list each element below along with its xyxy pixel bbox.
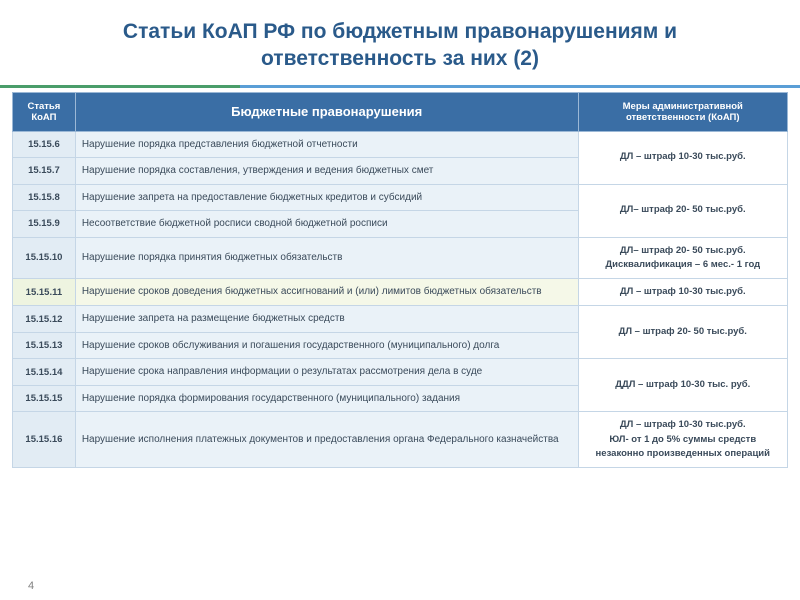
column-header-article: Статья КоАП bbox=[13, 92, 76, 131]
measure-line: Дисквалификация – 6 мес.- 1 год bbox=[605, 259, 760, 270]
measure-line: ДЛ – штраф 20- 50 тыс.руб. bbox=[619, 326, 747, 337]
cell-article: 15.15.6 bbox=[13, 131, 76, 158]
violations-table: Статья КоАП Бюджетные правонарушения Мер… bbox=[12, 92, 788, 469]
slide-number: 4 bbox=[28, 580, 34, 592]
cell-article: 15.15.12 bbox=[13, 306, 76, 333]
column-header-measure: Меры административной ответственности (К… bbox=[578, 92, 787, 131]
cell-measure: ДЛ– штраф 20- 50 тыс.руб. Дисквалификация… bbox=[578, 237, 787, 279]
measure-line: ДЛ – штраф 10-30 тыс.руб. bbox=[620, 151, 746, 162]
cell-violation: Нарушение запрета на размещение бюджетны… bbox=[75, 306, 578, 333]
cell-article: 15.15.8 bbox=[13, 184, 76, 211]
cell-violation: Нарушение порядка составления, утвержден… bbox=[75, 158, 578, 185]
cell-measure: ДЛ – штраф 10-30 тыс.руб. bbox=[578, 131, 787, 184]
cell-violation: Нарушение сроков доведения бюджетных асс… bbox=[75, 279, 578, 306]
cell-violation: Нарушение порядка представления бюджетно… bbox=[75, 131, 578, 158]
cell-article: 15.15.11 bbox=[13, 279, 76, 306]
cell-violation: Нарушение сроков обслуживания и погашени… bbox=[75, 332, 578, 359]
cell-violation: Нарушение порядка формирования государст… bbox=[75, 385, 578, 412]
measure-line: ДДЛ – штраф 10-30 тыс. руб. bbox=[615, 379, 750, 390]
cell-measure: ДЛ – штраф 10-30 тыс.руб. bbox=[578, 279, 787, 306]
cell-violation: Нарушение срока направления информации о… bbox=[75, 359, 578, 386]
cell-article: 15.15.14 bbox=[13, 359, 76, 386]
page-title: Статьи КоАП РФ по бюджетным правонарушен… bbox=[0, 0, 800, 85]
cell-measure: ДЛ – штраф 10-30 тыс.руб. ЮЛ- от 1 до 5% … bbox=[578, 412, 787, 468]
accent-bar bbox=[0, 85, 800, 88]
measure-line: ДЛ – штраф 10-30 тыс.руб. bbox=[620, 286, 746, 297]
cell-violation: Несоответствие бюджетной росписи сводной… bbox=[75, 211, 578, 238]
table-row: 15.15.14Нарушение срока направления инфо… bbox=[13, 359, 788, 386]
measure-line: ДЛ– штраф 20- 50 тыс.руб. bbox=[620, 204, 746, 215]
cell-article: 15.15.15 bbox=[13, 385, 76, 412]
table-row: 15.15.8Нарушение запрета на предоставлен… bbox=[13, 184, 788, 211]
cell-violation: Нарушение запрета на предоставление бюдж… bbox=[75, 184, 578, 211]
cell-measure: ДЛ – штраф 20- 50 тыс.руб. bbox=[578, 306, 787, 359]
cell-violation: Нарушение исполнения платежных документо… bbox=[75, 412, 578, 468]
table-row: 15.15.12Нарушение запрета на размещение … bbox=[13, 306, 788, 333]
column-header-violation: Бюджетные правонарушения bbox=[75, 92, 578, 131]
table-row: 15.15.16Нарушение исполнения платежных д… bbox=[13, 412, 788, 468]
cell-article: 15.15.10 bbox=[13, 237, 76, 279]
measure-line: ДЛ– штраф 20- 50 тыс.руб. bbox=[620, 245, 746, 256]
cell-article: 15.15.13 bbox=[13, 332, 76, 359]
cell-violation: Нарушение порядка принятия бюджетных обя… bbox=[75, 237, 578, 279]
table-row: 15.15.10Нарушение порядка принятия бюдже… bbox=[13, 237, 788, 279]
cell-measure: ДДЛ – штраф 10-30 тыс. руб. bbox=[578, 359, 787, 412]
table-wrapper: Статья КоАП Бюджетные правонарушения Мер… bbox=[0, 92, 800, 469]
measure-line: ДЛ – штраф 10-30 тыс.руб. bbox=[620, 419, 746, 430]
table-row: 15.15.11Нарушение сроков доведения бюдже… bbox=[13, 279, 788, 306]
cell-measure: ДЛ– штраф 20- 50 тыс.руб. bbox=[578, 184, 787, 237]
cell-article: 15.15.9 bbox=[13, 211, 76, 238]
measure-line: ЮЛ- от 1 до 5% суммы средств незаконно п… bbox=[596, 434, 770, 459]
cell-article: 15.15.7 bbox=[13, 158, 76, 185]
table-row: 15.15.6Нарушение порядка представления б… bbox=[13, 131, 788, 158]
cell-article: 15.15.16 bbox=[13, 412, 76, 468]
